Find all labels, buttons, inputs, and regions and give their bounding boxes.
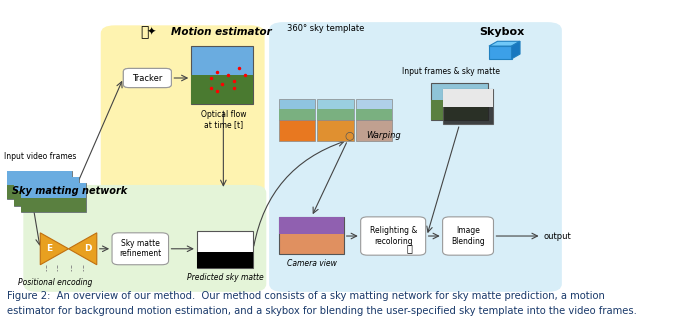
Text: Input frames & sky matte: Input frames & sky matte xyxy=(402,67,500,76)
FancyBboxPatch shape xyxy=(101,25,264,201)
FancyBboxPatch shape xyxy=(7,171,73,199)
FancyBboxPatch shape xyxy=(361,217,426,255)
Text: Image
Blending: Image Blending xyxy=(451,226,485,246)
Text: estimator for background motion estimation, and a skybox for blending the user-s: estimator for background motion estimati… xyxy=(7,306,637,316)
FancyBboxPatch shape xyxy=(443,89,494,124)
FancyBboxPatch shape xyxy=(279,217,344,234)
FancyBboxPatch shape xyxy=(279,120,315,141)
Text: Sky matte
refinement: Sky matte refinement xyxy=(119,239,161,259)
FancyBboxPatch shape xyxy=(123,69,172,88)
FancyBboxPatch shape xyxy=(431,83,487,119)
Text: 🏃: 🏃 xyxy=(140,25,149,39)
Text: E: E xyxy=(45,244,52,253)
Polygon shape xyxy=(489,41,520,46)
Text: 360° sky template: 360° sky template xyxy=(287,24,365,33)
FancyBboxPatch shape xyxy=(317,109,354,119)
Text: output: output xyxy=(543,232,571,241)
Text: Predicted sky matte: Predicted sky matte xyxy=(186,273,264,282)
FancyBboxPatch shape xyxy=(14,177,79,191)
FancyBboxPatch shape xyxy=(443,89,494,107)
Polygon shape xyxy=(40,233,68,265)
FancyBboxPatch shape xyxy=(123,69,172,88)
Text: Input video frames: Input video frames xyxy=(4,152,77,161)
Text: Sky matting network: Sky matting network xyxy=(12,186,127,196)
FancyBboxPatch shape xyxy=(21,183,86,212)
FancyBboxPatch shape xyxy=(489,46,512,59)
Polygon shape xyxy=(512,41,520,59)
FancyBboxPatch shape xyxy=(279,99,315,119)
Text: Relighting &
recoloring: Relighting & recoloring xyxy=(370,226,417,246)
Text: Skybox: Skybox xyxy=(479,27,525,37)
FancyBboxPatch shape xyxy=(279,109,315,119)
FancyBboxPatch shape xyxy=(355,120,393,141)
Text: Figure 2:  An overview of our method.  Our method consists of a sky matting netw: Figure 2: An overview of our method. Our… xyxy=(7,291,605,301)
FancyBboxPatch shape xyxy=(197,231,254,268)
FancyBboxPatch shape xyxy=(279,217,344,253)
FancyBboxPatch shape xyxy=(317,99,354,119)
FancyBboxPatch shape xyxy=(443,217,494,255)
Text: Tracker: Tracker xyxy=(132,73,162,82)
FancyBboxPatch shape xyxy=(191,75,254,104)
FancyBboxPatch shape xyxy=(431,100,487,119)
Polygon shape xyxy=(68,233,97,265)
Text: ○: ○ xyxy=(344,130,354,140)
FancyBboxPatch shape xyxy=(21,183,86,198)
Text: Motion estimator: Motion estimator xyxy=(172,27,272,37)
FancyBboxPatch shape xyxy=(317,120,354,141)
FancyBboxPatch shape xyxy=(14,191,79,206)
Text: Optical flow
at time [t]: Optical flow at time [t] xyxy=(201,110,246,129)
FancyBboxPatch shape xyxy=(7,171,73,185)
FancyBboxPatch shape xyxy=(112,233,169,265)
FancyBboxPatch shape xyxy=(21,198,86,212)
FancyBboxPatch shape xyxy=(269,22,562,292)
Text: Camera view: Camera view xyxy=(287,259,336,268)
FancyBboxPatch shape xyxy=(355,109,393,119)
FancyBboxPatch shape xyxy=(14,177,79,206)
FancyBboxPatch shape xyxy=(355,99,393,119)
Text: ✦: ✦ xyxy=(147,27,157,37)
Text: Positional encoding: Positional encoding xyxy=(18,278,93,287)
Text: 🔥: 🔥 xyxy=(407,243,413,253)
Text: Warping: Warping xyxy=(366,131,401,140)
FancyBboxPatch shape xyxy=(197,252,254,268)
FancyBboxPatch shape xyxy=(191,46,254,104)
FancyBboxPatch shape xyxy=(23,185,266,292)
Text: D: D xyxy=(84,244,92,253)
FancyBboxPatch shape xyxy=(7,185,73,199)
